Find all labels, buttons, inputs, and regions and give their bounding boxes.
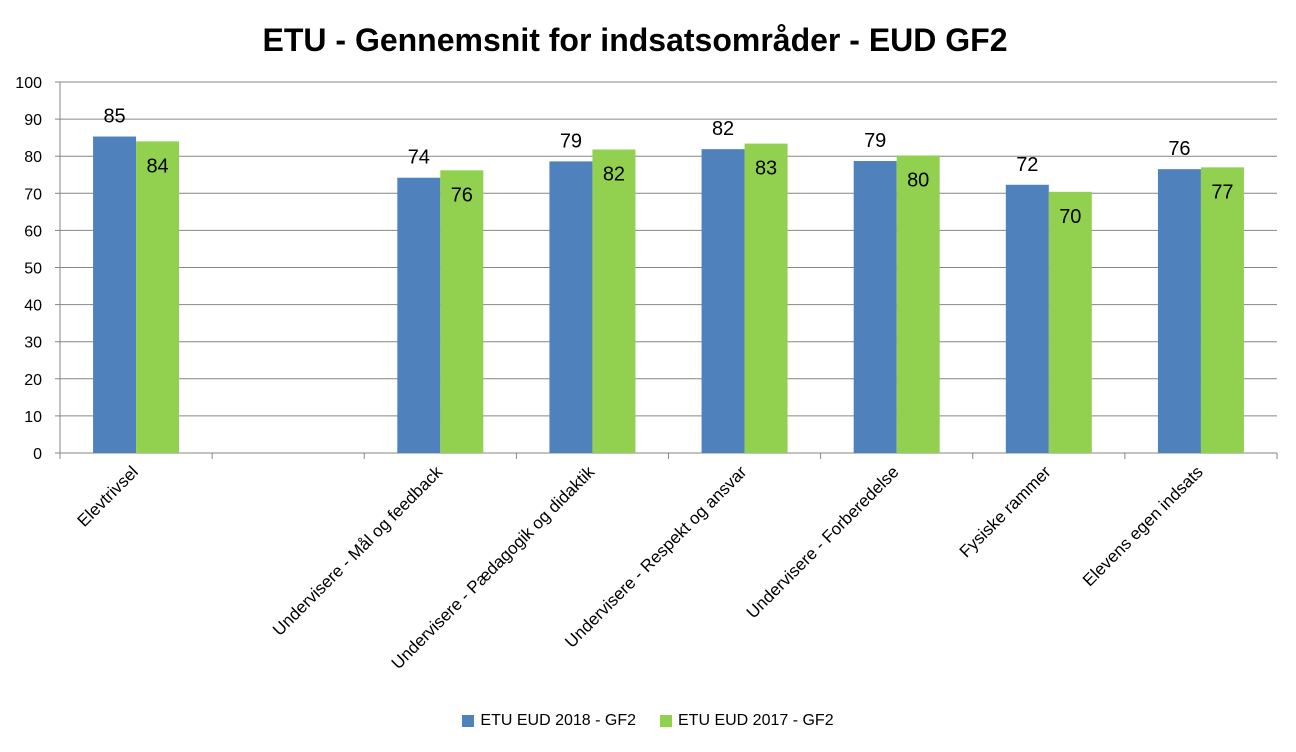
bar-2017: [592, 149, 636, 453]
data-label: 80: [907, 169, 929, 191]
legend-label-2017: ETU EUD 2017 - GF2: [678, 712, 834, 729]
legend-swatch-2018: [462, 715, 475, 727]
y-tick-label: 60: [24, 223, 42, 240]
data-label: 72: [1016, 154, 1038, 176]
data-label: 70: [1059, 206, 1081, 228]
bar-2017: [896, 155, 940, 453]
y-tick-label: 20: [24, 372, 42, 389]
bar-2017: [1200, 167, 1244, 453]
data-label: 76: [1168, 138, 1190, 160]
data-label: 77: [1211, 181, 1233, 203]
bar-2017: [440, 170, 484, 453]
data-label: 76: [451, 184, 473, 206]
axes: [55, 81, 1278, 459]
x-category-label: Undervisere - Mål og feedback: [269, 462, 446, 639]
data-labels: 85 84 74 76 79 82 82 83 79 80 72 70 76 77: [103, 106, 1233, 228]
y-tick-label: 90: [24, 112, 42, 129]
data-label: 82: [603, 164, 625, 186]
legend-item-2017: ETU EUD 2017 - GF2: [660, 712, 834, 730]
y-tick-label: 40: [24, 298, 42, 315]
data-label: 79: [560, 130, 582, 152]
bar-2017: [1048, 191, 1092, 454]
x-category-label: Elevtrivsel: [74, 462, 142, 530]
legend-label-2018: ETU EUD 2018 - GF2: [480, 712, 636, 729]
x-category-label: Undervisere - Respekt og ansvar: [561, 462, 750, 651]
data-label: 84: [146, 155, 168, 177]
bar-2018: [853, 161, 897, 453]
legend-swatch-2017: [660, 715, 672, 727]
data-label: 85: [103, 106, 125, 128]
bar-2017: [136, 141, 180, 454]
data-label: 74: [408, 147, 430, 169]
y-tick-label: 100: [15, 75, 42, 92]
data-label: 82: [712, 118, 734, 140]
bar-2018: [93, 136, 137, 454]
legend-item-2018: ETU EUD 2018 - GF2: [462, 712, 636, 730]
bar-2017: [744, 143, 788, 453]
bar-2018: [1005, 184, 1049, 453]
x-category-label: Fysiske rammer: [956, 462, 1055, 561]
bar-2018: [549, 161, 593, 454]
data-label: 79: [864, 130, 886, 152]
gridlines: [60, 81, 1277, 417]
y-tick-label: 0: [33, 446, 42, 463]
chart-title: ETU - Gennemsnit for indsatsområder - EU…: [262, 22, 1008, 58]
bar-2018: [1157, 169, 1201, 453]
legend: ETU EUD 2018 - GF2 ETU EUD 2017 - GF2: [0, 712, 1296, 730]
x-category-label: Undervisere - Forberedelse: [743, 462, 903, 622]
data-label: 83: [755, 158, 777, 180]
y-tick-label: 10: [24, 409, 42, 426]
y-tick-label: 50: [24, 261, 42, 278]
y-tick-label: 80: [24, 149, 42, 166]
bars: [93, 136, 1244, 454]
bar-2018: [701, 149, 745, 453]
x-category-label: Elevens egen indsats: [1079, 462, 1207, 590]
bar-2018: [397, 177, 441, 453]
y-tick-label: 70: [24, 186, 42, 203]
y-tick-label: 30: [24, 335, 42, 352]
